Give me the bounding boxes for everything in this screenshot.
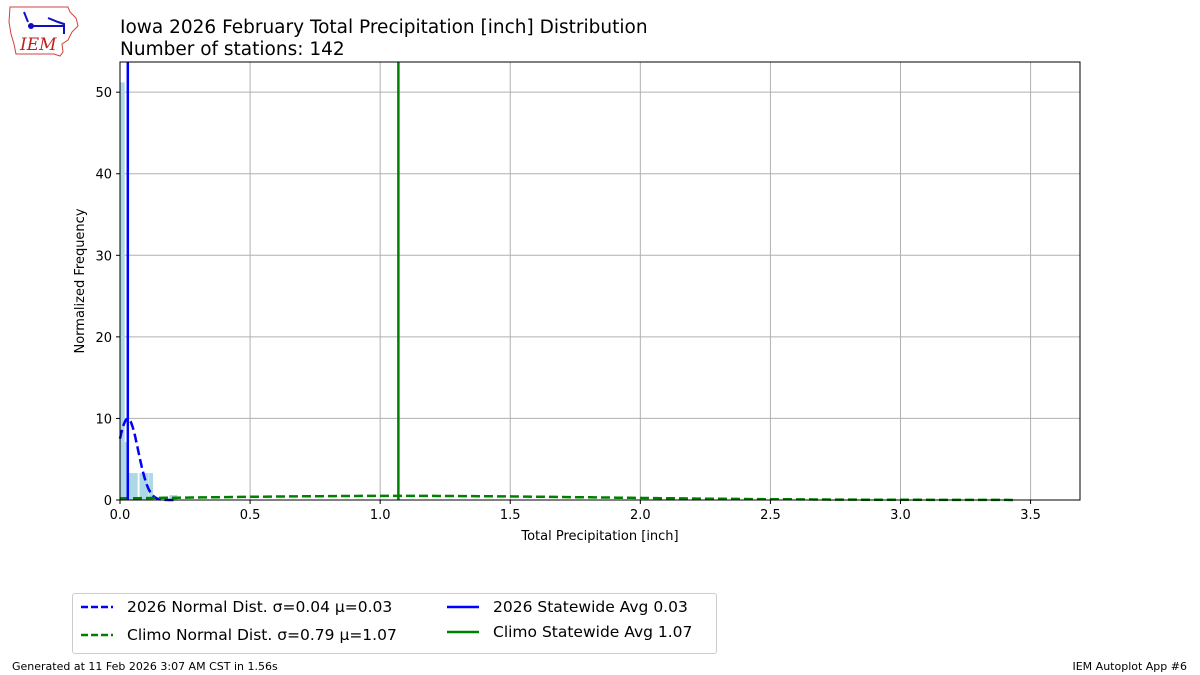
legend-swatch-dashed-blue (81, 605, 113, 609)
footer-app: IEM Autoplot App #6 (1072, 660, 1187, 673)
footer-generated: Generated at 11 Feb 2026 3:07 AM CST in … (12, 660, 278, 673)
legend-label: 2026 Normal Dist. σ=0.04 μ=0.03 (127, 598, 393, 616)
legend-label: Climo Statewide Avg 1.07 (493, 623, 693, 641)
iem-logo: IEM (8, 6, 79, 57)
x-tick-label: 2.5 (760, 508, 781, 523)
plot-frame (119, 61, 1081, 501)
legend-item-2026-normal: 2026 Normal Dist. σ=0.04 μ=0.03 (81, 598, 392, 616)
histogram-bar (127, 473, 138, 500)
x-tick-label: 0.0 (110, 508, 131, 523)
normal-dist-curve (119, 494, 1015, 502)
x-axis-label: Total Precipitation [inch] (520, 529, 678, 544)
histogram-bar (124, 442, 128, 500)
y-tick-label: 20 (95, 331, 112, 346)
legend: 2026 Normal Dist. σ=0.04 μ=0.03 Climo No… (72, 593, 717, 654)
y-tick-label: 30 (95, 249, 112, 264)
y-tick-label: 50 (95, 86, 112, 101)
chart-title: Iowa 2026 February Total Precipitation [… (120, 17, 648, 38)
x-tick-label: 2.0 (630, 508, 651, 523)
x-tick-label: 1.0 (370, 508, 391, 523)
legend-label: Climo Normal Dist. σ=0.79 μ=1.07 (127, 626, 397, 644)
histogram-bar (149, 473, 154, 500)
legend-swatch-solid-blue (447, 605, 479, 609)
histogram-bar (139, 473, 149, 500)
legend-swatch-solid-green (447, 630, 479, 634)
y-tick-label: 10 (95, 412, 112, 427)
y-tick-label: 0 (104, 494, 112, 509)
legend-swatch-dashed-green (81, 633, 113, 637)
y-tick-label: 40 (95, 168, 112, 183)
legend-item-climo-normal: Climo Normal Dist. σ=0.79 μ=1.07 (81, 626, 397, 644)
chart: 0.0 0.5 1.0 1.5 2.0 2.5 3.0 3.5 0 10 20 30 40 50 Tota… (73, 61, 1081, 544)
chart-subtitle: Number of stations: 142 (120, 39, 345, 60)
x-tick-label: 3.0 (890, 508, 911, 523)
legend-item-2026-avg: 2026 Statewide Avg 0.03 (447, 598, 688, 616)
logo-text: IEM (19, 35, 57, 55)
legend-label: 2026 Statewide Avg 0.03 (493, 598, 688, 616)
legend-item-climo-avg: Climo Statewide Avg 1.07 (447, 623, 692, 641)
histogram-bar (120, 82, 125, 501)
x-tick-label: 3.5 (1020, 508, 1041, 523)
y-axis-label: Normalized Frequency (73, 208, 88, 353)
x-tick-label: 0.5 (240, 508, 261, 523)
x-tick-label: 1.5 (500, 508, 521, 523)
